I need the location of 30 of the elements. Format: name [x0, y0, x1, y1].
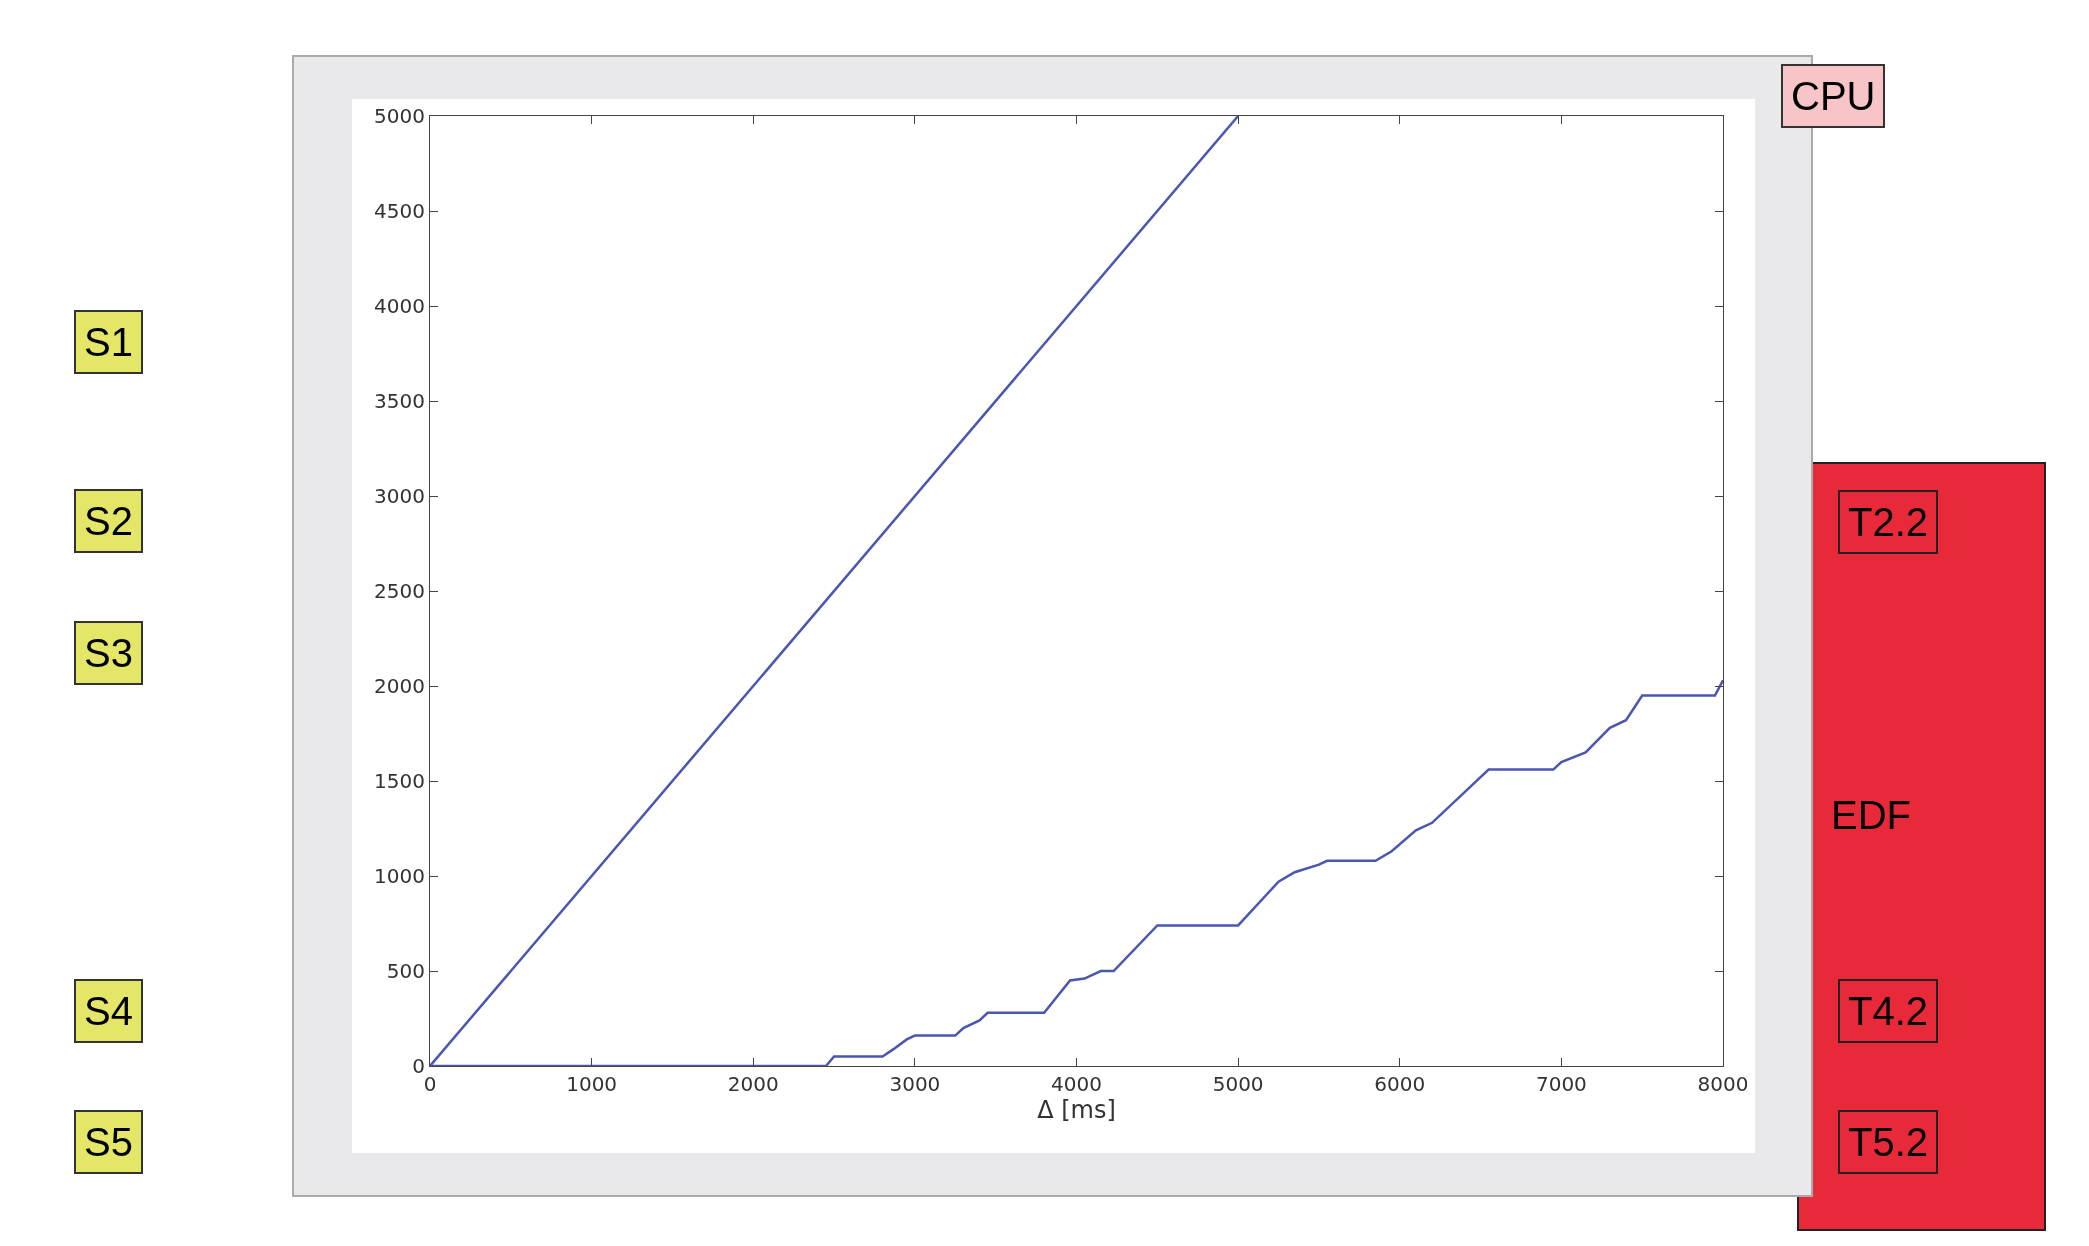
x-tick-label: 8000 — [1697, 1072, 1749, 1096]
x-tick-label: 7000 — [1535, 1072, 1587, 1096]
text: T2.2 — [1848, 500, 1929, 544]
text: S5 — [84, 1120, 133, 1164]
text: CPU — [1791, 74, 1876, 118]
y-tick-label: 500 — [386, 959, 425, 983]
x-tick-label: 4000 — [1051, 1072, 1102, 1096]
text: S3 — [84, 631, 133, 675]
text: T5.2 — [1848, 1120, 1929, 1164]
y-tick-label: 4000 — [374, 294, 425, 318]
text: T4.2 — [1848, 989, 1929, 1033]
y-tick-label: 1000 — [374, 864, 425, 888]
y-tick-label: 5000 — [374, 104, 425, 128]
y-tick-label: 2500 — [374, 579, 425, 603]
x-axis-title: Δ [ms] — [1037, 1096, 1116, 1124]
y-tick-label: 4500 — [374, 199, 425, 223]
y-tick-label: 3500 — [374, 389, 425, 413]
text: S1 — [84, 320, 133, 364]
text: EDF — [1831, 793, 1911, 837]
text: S2 — [84, 499, 133, 543]
y-tick-label: 1500 — [374, 769, 425, 793]
text: S4 — [84, 989, 133, 1033]
x-tick-label: 2000 — [727, 1072, 779, 1096]
x-tick-label: 1000 — [566, 1072, 618, 1096]
x-tick-label: 3000 — [889, 1072, 941, 1096]
x-tick-label: 6000 — [1374, 1072, 1426, 1096]
y-tick-label: 0 — [412, 1054, 425, 1078]
x-tick-label: 5000 — [1212, 1072, 1264, 1096]
y-tick-label: 2000 — [374, 674, 425, 698]
y-tick-label: 3000 — [374, 484, 425, 508]
